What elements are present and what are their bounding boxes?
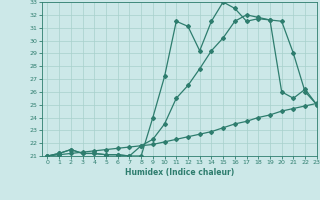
X-axis label: Humidex (Indice chaleur): Humidex (Indice chaleur) (124, 168, 234, 177)
